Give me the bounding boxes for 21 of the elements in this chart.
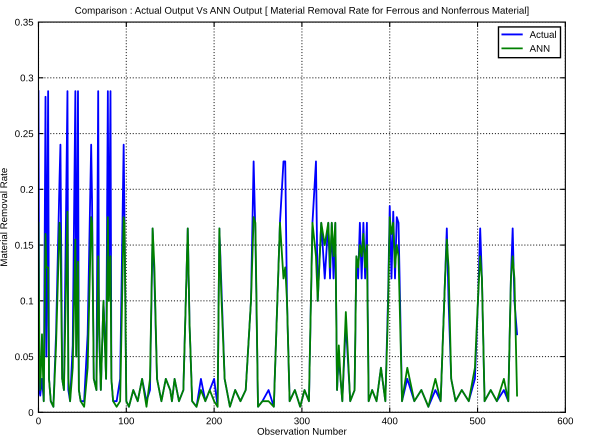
- y-tick-label: 0.15: [15, 242, 34, 249]
- y-tick-label: 0.35: [15, 18, 34, 26]
- y-tick-label: 0: [28, 409, 34, 416]
- x-tick-label: 200: [206, 417, 222, 424]
- y-tick-label: 0.2: [20, 186, 34, 193]
- x-tick-label: 400: [382, 417, 398, 424]
- x-tick-label: 0: [36, 417, 41, 424]
- x-tick-label: 100: [118, 417, 134, 424]
- y-tick-label: 0.05: [15, 353, 34, 360]
- y-tick-label: 0.3: [20, 74, 34, 82]
- chart-title: Comparison : Actual Output Vs ANN Output [ Material Removal Rate for Ferrous and Nonferrous Material]: [75, 6, 528, 16]
- x-tick-label: 300: [294, 417, 310, 424]
- x-tick-label: 500: [470, 417, 486, 424]
- y-tick-label: 0.1: [20, 298, 34, 304]
- x-axis-title: Observation Number: [258, 428, 347, 435]
- line-series: [38, 210, 518, 408]
- legend-label: ANN: [530, 45, 550, 52]
- x-tick-label: 600: [558, 417, 574, 424]
- legend-label: Actual: [530, 30, 556, 38]
- y-axis-title: Material Removal Rate: [0, 168, 8, 266]
- y-tick-label: 0.25: [15, 130, 34, 138]
